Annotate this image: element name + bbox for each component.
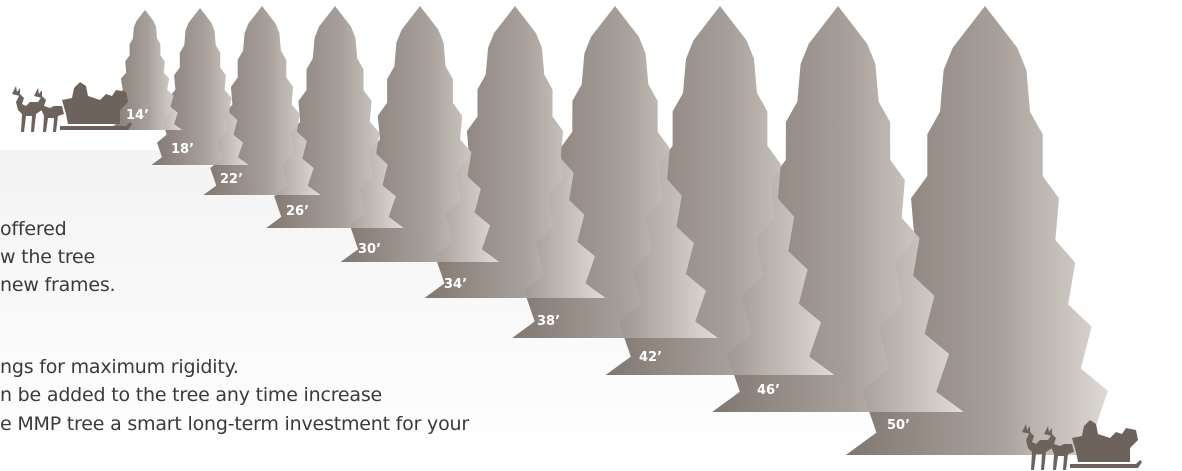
body-text-line-1: offered <box>0 218 67 240</box>
sleigh-left-icon <box>12 82 132 132</box>
body-text-line-3: new frames. <box>0 274 116 296</box>
tree-size-label: 30’ <box>358 242 382 257</box>
tree-size-label: 22’ <box>220 172 244 187</box>
tree-size-label: 34’ <box>444 277 468 292</box>
body-text-line-4: ngs for maximum rigidity. <box>0 356 239 378</box>
body-text-line-6: e MMP tree a smart long-term investment … <box>0 413 469 435</box>
tree-size-label: 26’ <box>286 204 310 219</box>
tree-size-label: 38’ <box>537 314 561 329</box>
body-text-line-5: n be added to the tree any time increase <box>0 384 383 406</box>
tree-size-label: 50’ <box>887 418 911 433</box>
tree-size-label: 18’ <box>171 142 195 157</box>
tree-lineup <box>107 6 1125 455</box>
body-text-line-2: w the tree <box>0 246 96 268</box>
tree-size-label: 46’ <box>757 383 781 398</box>
tree-size-label: 42’ <box>639 350 663 365</box>
sleigh-right-icon <box>1022 420 1142 470</box>
tree-size-label: 14’ <box>126 108 150 123</box>
